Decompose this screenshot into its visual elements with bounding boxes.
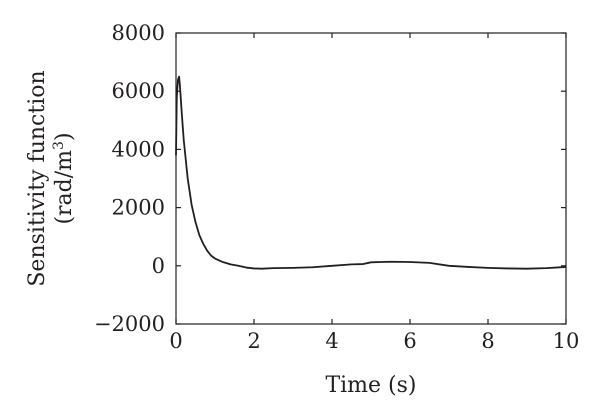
y-ticks: −2000 0 2000 4000 6000 8000	[94, 21, 566, 336]
x-tick-label: 6	[403, 329, 416, 353]
y-tick-label: 8000	[112, 21, 165, 45]
y-tick-label: 4000	[112, 137, 165, 161]
x-tick-label: 10	[553, 329, 580, 353]
y-axis-label-line2: (rad/m3)	[51, 132, 77, 224]
x-axis-label: Time (s)	[325, 373, 416, 398]
y-tick-label: 2000	[112, 196, 165, 220]
x-tick-label: 4	[325, 329, 338, 353]
x-tick-label: 8	[481, 329, 494, 353]
y-axis-label: Sensitivity function (rad/m3)	[25, 70, 77, 286]
y-tick-label: −2000	[94, 312, 165, 336]
y-tick-label: 0	[152, 254, 165, 278]
x-ticks: 0 2 4 6 8 10	[169, 33, 579, 353]
y-axis-label-line1: Sensitivity function	[25, 70, 50, 286]
x-tick-label: 0	[169, 329, 182, 353]
y-tick-label: 6000	[112, 79, 165, 103]
x-tick-label: 2	[247, 329, 260, 353]
series-line	[175, 75, 567, 270]
axes-box	[175, 32, 567, 325]
